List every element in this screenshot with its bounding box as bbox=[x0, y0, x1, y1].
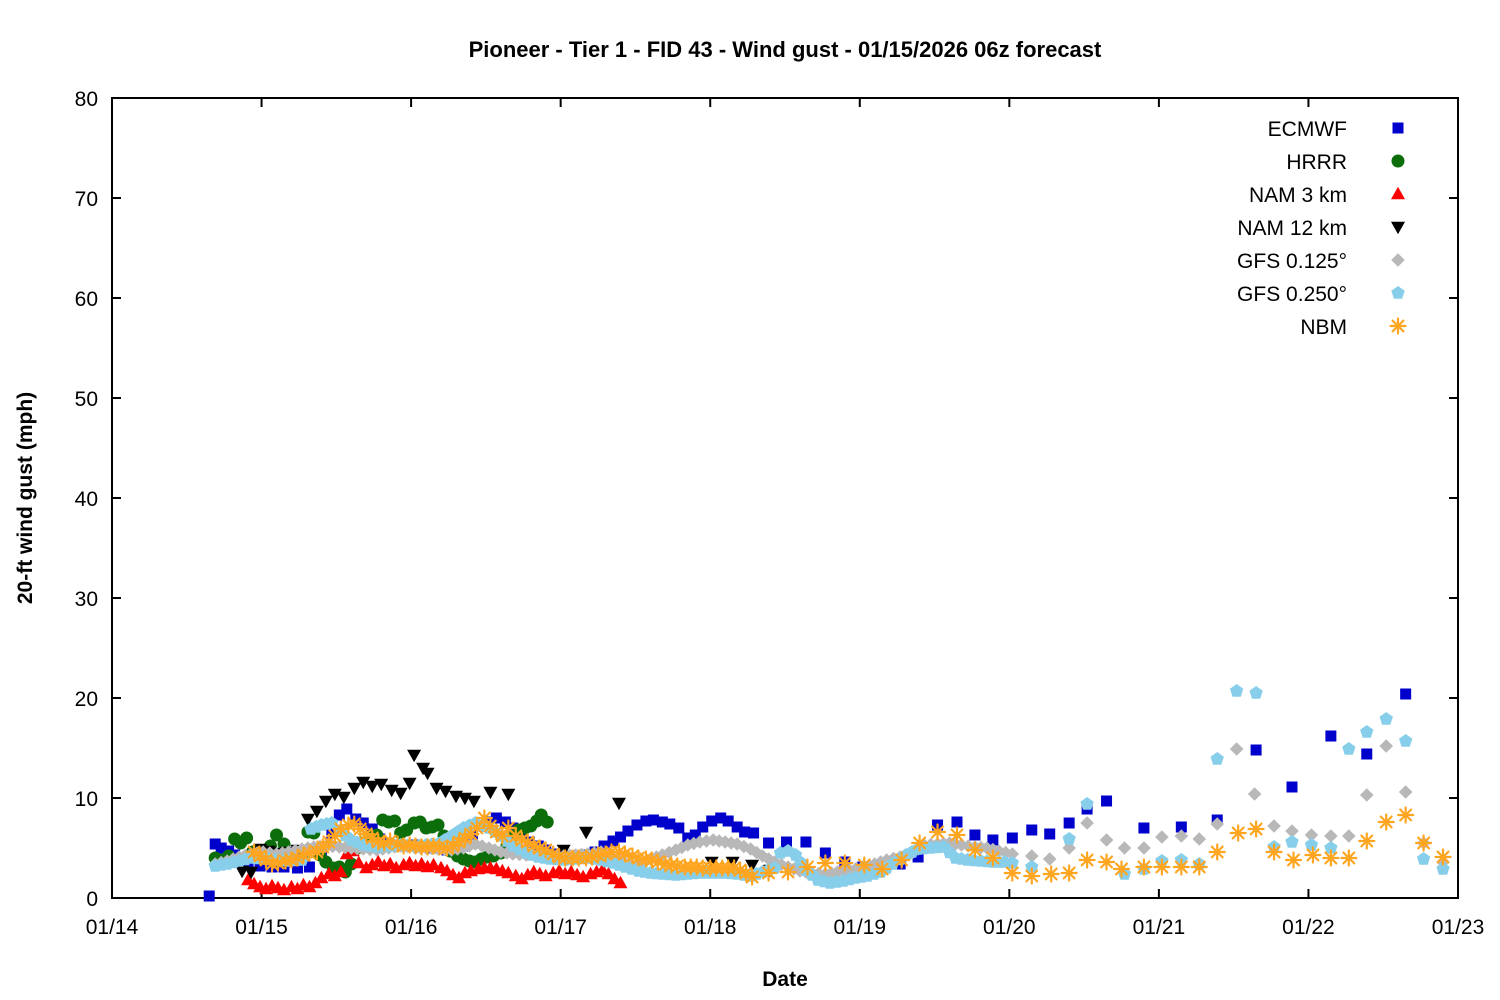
series-nam-3-km bbox=[241, 843, 628, 896]
legend-item-gfs-0-250: GFS 0.250° bbox=[1237, 283, 1405, 306]
legend-marker-diamond-icon bbox=[1391, 253, 1405, 267]
legend-item-nam-12-km: NAM 12 km bbox=[1237, 217, 1405, 240]
legend-label: GFS 0.125° bbox=[1237, 250, 1347, 273]
legend-marker-asterisk-icon bbox=[1389, 317, 1407, 335]
series-nbm bbox=[245, 806, 1452, 886]
y-tick-label: 30 bbox=[75, 588, 98, 611]
x-tick-label: 01/22 bbox=[1282, 916, 1335, 939]
legend-item-ecmwf: ECMWF bbox=[1268, 118, 1404, 141]
x-tick-label: 01/23 bbox=[1432, 916, 1485, 939]
legend: ECMWF HRRR NAM 3 km NAM 12 km GFS 0.125° GFS … bbox=[1237, 118, 1407, 339]
y-tick-label: 70 bbox=[75, 188, 98, 211]
y-tick-label: 80 bbox=[75, 88, 98, 111]
x-axis-ticks: 01/14 01/15 01/16 01/17 01/18 01/19 01/20 01/21… bbox=[86, 98, 1485, 939]
y-axis-label: 20-ft wind gust (mph) bbox=[14, 392, 37, 604]
legend-item-nbm: NBM bbox=[1300, 316, 1407, 339]
y-tick-label: 10 bbox=[75, 788, 98, 811]
legend-label: NAM 12 km bbox=[1237, 217, 1347, 240]
legend-item-gfs-0-125: GFS 0.125° bbox=[1237, 250, 1405, 273]
x-tick-label: 01/14 bbox=[86, 916, 139, 939]
legend-marker-triangle-up-icon bbox=[1391, 186, 1405, 200]
legend-label: GFS 0.250° bbox=[1237, 283, 1347, 306]
legend-item-nam-3-km: NAM 3 km bbox=[1249, 184, 1405, 207]
y-tick-label: 50 bbox=[75, 388, 98, 411]
legend-label: NAM 3 km bbox=[1249, 184, 1347, 207]
legend-marker-circle-icon bbox=[1391, 154, 1405, 168]
x-tick-label: 01/17 bbox=[534, 916, 587, 939]
x-tick-label: 01/20 bbox=[983, 916, 1036, 939]
y-tick-label: 40 bbox=[75, 488, 98, 511]
legend-label: NBM bbox=[1300, 316, 1347, 339]
x-axis-label: Date bbox=[762, 968, 808, 991]
legend-label: ECMWF bbox=[1268, 118, 1347, 141]
x-tick-label: 01/19 bbox=[833, 916, 886, 939]
legend-marker-triangle-down-icon bbox=[1391, 221, 1405, 235]
legend-marker-pentagon-icon bbox=[1391, 286, 1405, 299]
y-tick-label: 60 bbox=[75, 288, 98, 311]
y-tick-label: 0 bbox=[86, 888, 98, 911]
legend-label: HRRR bbox=[1286, 151, 1347, 174]
y-tick-label: 20 bbox=[75, 688, 98, 711]
legend-marker-square-icon bbox=[1392, 122, 1404, 134]
x-tick-label: 01/16 bbox=[385, 916, 438, 939]
y-axis-ticks: 0 10 20 30 40 50 60 70 80 bbox=[75, 88, 1458, 911]
x-tick-label: 01/18 bbox=[684, 916, 737, 939]
legend-item-hrrr: HRRR bbox=[1286, 151, 1405, 174]
x-tick-label: 01/15 bbox=[235, 916, 288, 939]
chart-title: Pioneer - Tier 1 - FID 43 - Wind gust - … bbox=[469, 37, 1102, 62]
x-tick-label: 01/21 bbox=[1133, 916, 1186, 939]
